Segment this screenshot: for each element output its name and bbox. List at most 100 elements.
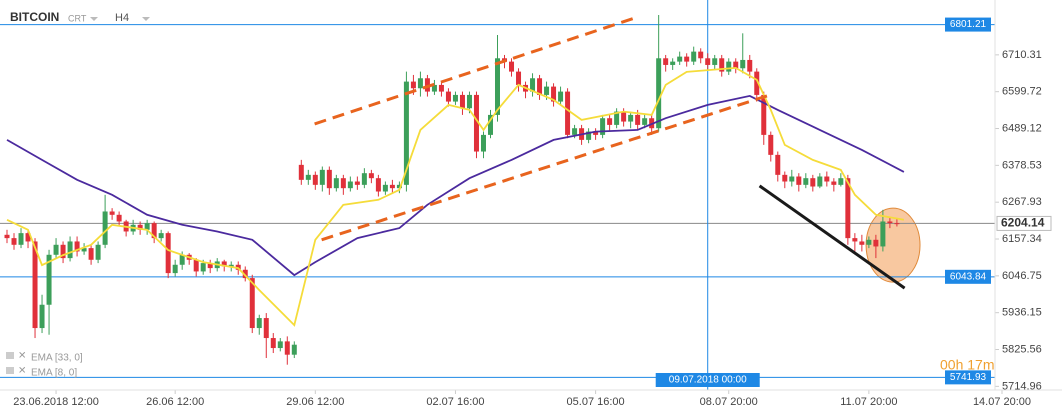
dropdown-caret[interactable] (142, 17, 150, 21)
candle-body (305, 174, 311, 180)
candle-body (880, 221, 886, 247)
candle-body (593, 131, 599, 135)
candle-body (600, 118, 606, 135)
candle-body (824, 176, 830, 182)
candle-body (81, 248, 87, 252)
ema-line (6, 94, 905, 277)
y-tick-label: 5825.56 (1002, 343, 1042, 355)
candle-body (782, 174, 788, 182)
x-tick-label: 29.06 12:00 (286, 396, 344, 408)
legend-icon[interactable] (6, 352, 14, 359)
candle-body (628, 114, 634, 122)
candle-body (88, 248, 94, 260)
level-label: 6043.84 (950, 271, 987, 282)
candle-body (817, 176, 823, 187)
ema-line (6, 66, 905, 327)
candle-body (621, 111, 627, 122)
trendline (758, 184, 906, 290)
candle-body (74, 241, 80, 252)
legend-entry[interactable]: EMA [33, 0] (31, 353, 83, 364)
candle-body (480, 134, 486, 152)
candle-body (270, 338, 276, 349)
candle-body (116, 214, 122, 222)
candle-body (319, 169, 325, 185)
candle-body (565, 91, 571, 135)
candle-body (389, 184, 395, 189)
candle-body (424, 78, 430, 92)
candle-body (509, 61, 515, 72)
candle-body (761, 94, 767, 135)
chart-title: BITCOIN (10, 10, 59, 24)
candle-body (789, 176, 795, 182)
candle-body (670, 61, 676, 65)
candle-body (109, 211, 115, 215)
x-tick-label: 26.06 12:00 (146, 396, 204, 408)
y-tick-label: 5936.15 (1002, 307, 1042, 319)
candle-body (144, 223, 150, 230)
candle-body (894, 223, 900, 225)
price-label: 6204.14 (1001, 216, 1045, 230)
x-tick-label: 02.07 16:00 (426, 396, 484, 408)
candle-body (347, 181, 353, 189)
candle-body (866, 239, 872, 245)
candle-body (417, 78, 423, 89)
candle-body (60, 244, 66, 259)
x-tick-label: 23.06.2018 12:00 (13, 396, 99, 408)
y-tick-label: 6267.93 (1002, 196, 1042, 208)
candle-body (284, 341, 290, 355)
legend-icon[interactable] (6, 367, 14, 374)
legend-entry[interactable]: EMA [8, 0] (31, 368, 77, 379)
candle-body (333, 178, 339, 189)
candle-body (733, 61, 739, 69)
candle-body (4, 234, 10, 239)
candle-body (368, 173, 374, 179)
candle-body (516, 71, 522, 85)
candle-body (607, 118, 613, 125)
level-label: 5741.93 (950, 372, 987, 383)
x-tick-label: 14.07 20:00 (973, 396, 1031, 408)
candle-body (312, 174, 318, 185)
candle-body (445, 91, 451, 102)
candle-body (11, 238, 17, 245)
candle-body (747, 59, 753, 72)
candle-body (558, 91, 564, 102)
candle-body (158, 233, 164, 239)
candle-body (165, 233, 171, 274)
candle-body (768, 134, 774, 155)
candle-body (887, 221, 893, 224)
crosshair-label: 09.07.2018 00:00 (669, 375, 747, 386)
legend-x[interactable]: ✕ (18, 351, 26, 362)
candle-body (754, 71, 760, 95)
legend-x[interactable]: ✕ (18, 366, 26, 377)
candle-body (656, 58, 662, 129)
candle-body (459, 94, 465, 109)
candle-body (95, 244, 101, 260)
candle-body (530, 78, 536, 92)
candle-body (873, 239, 879, 247)
crosshair-label-box (655, 373, 760, 387)
price-label-box (996, 215, 1052, 231)
candle-body (207, 263, 213, 269)
x-tick-label: 05.07 16:00 (567, 396, 625, 408)
candle-body (410, 81, 416, 89)
candle-body (614, 111, 620, 125)
y-tick-label: 6378.53 (1002, 159, 1042, 171)
candle-body (25, 233, 31, 242)
candle-body (684, 56, 690, 62)
instrument-type[interactable]: CRT (68, 13, 87, 23)
candle-body (67, 241, 73, 259)
y-tick-label: 6710.31 (1002, 49, 1042, 61)
timeframe[interactable]: H4 (115, 12, 129, 24)
candle-body (810, 178, 816, 187)
candle-body (845, 178, 851, 239)
x-tick-label: 11.07 20:00 (840, 396, 897, 408)
candle-body (340, 178, 346, 189)
dropdown-caret[interactable] (90, 17, 98, 21)
candle-body (726, 61, 732, 72)
candle-body (803, 178, 809, 185)
candle-body (551, 86, 557, 102)
candle-body (572, 128, 578, 135)
candle-body (431, 84, 437, 92)
countdown: 00h 17m (940, 357, 994, 373)
candle-body (32, 241, 38, 329)
